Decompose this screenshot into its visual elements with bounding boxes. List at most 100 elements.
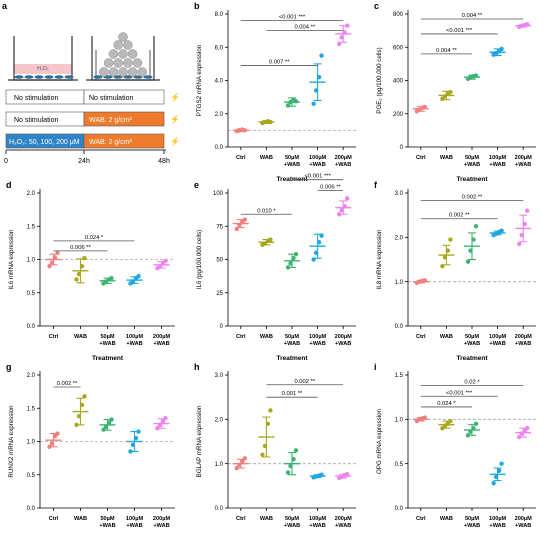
data-point xyxy=(262,241,268,246)
y-tick-label: 400 xyxy=(393,79,404,85)
x-tick-label: 100µM xyxy=(126,516,144,522)
data-point xyxy=(342,204,347,209)
y-tick-label: 800 xyxy=(393,12,404,18)
abrasive-ball xyxy=(132,58,143,68)
data-point xyxy=(525,208,530,213)
panel-letter-i: i xyxy=(374,362,377,372)
data-point xyxy=(316,240,322,245)
x-tick-label: Ctrl xyxy=(236,516,246,522)
data-point xyxy=(442,255,448,260)
data-point xyxy=(473,224,479,229)
x-tick-label: 100µM xyxy=(309,155,327,161)
data-point xyxy=(288,463,293,469)
y-tick-label: 0.0 xyxy=(27,324,36,330)
data-point xyxy=(47,444,52,450)
data-point xyxy=(448,237,453,242)
x-tick-label: Ctrl xyxy=(416,334,426,340)
significance-label: 0.002 ** xyxy=(294,379,315,385)
panel-letter-e: e xyxy=(194,180,199,190)
x-tick-label: 100µM xyxy=(489,155,507,161)
x-tick-label: +WAB xyxy=(515,341,531,347)
y-tick-label: 8.0 xyxy=(215,12,224,18)
data-point xyxy=(339,35,344,40)
cell xyxy=(64,75,74,79)
x-tick-label: +WAB xyxy=(489,162,505,168)
x-tick-label: +WAB xyxy=(126,523,142,529)
significance-label: 0.001 ** xyxy=(282,391,303,397)
data-point xyxy=(319,233,324,238)
panel-g: g 0.0 0.5 1.0 1.5 2.0 RUNX2 mRNA expression Ctr… xyxy=(6,362,175,529)
data-point xyxy=(265,421,271,426)
x-tick-label: +WAB xyxy=(515,162,531,168)
y-tick-label: 1.0 xyxy=(395,418,404,424)
data-point xyxy=(47,263,52,269)
x-tick-label: +WAB xyxy=(309,523,325,529)
harvest-icon: ⚡ xyxy=(170,136,180,146)
y-axis-label: IL6 (pg/100,000 cells) xyxy=(196,230,203,290)
data-point xyxy=(285,470,291,475)
data-point xyxy=(473,73,479,78)
x-axis-label: Treatment xyxy=(92,355,124,362)
x-tick-label: Ctrl xyxy=(416,516,426,522)
data-point xyxy=(517,434,522,440)
x-tick-label: 200µM xyxy=(335,516,353,522)
data-point xyxy=(496,468,502,473)
y-tick-label: 0 xyxy=(400,145,404,151)
y-tick-label: 0.0 xyxy=(395,324,404,330)
data-point xyxy=(106,420,112,426)
data-point xyxy=(268,119,273,125)
y-tick-label: 0.0 xyxy=(215,145,224,151)
x-tick-label: 50µM xyxy=(285,155,299,161)
y-tick-label: 2.0 xyxy=(27,373,36,379)
data-point xyxy=(422,104,427,110)
panel-e: e 0 25 50 75 100 IL6 (pg/100,000 cells) Ctrl WAB… xyxy=(194,174,356,362)
data-point xyxy=(471,426,476,431)
y-tick-label: 0.0 xyxy=(395,506,404,512)
y-tick-label: 100 xyxy=(213,191,224,197)
significance-label: 0.007 ** xyxy=(269,60,290,66)
data-point xyxy=(49,260,55,266)
condition-left-text: H₂O₂: 50, 100, 200 µM xyxy=(9,139,80,146)
significance-label: 0.004 ** xyxy=(294,25,315,31)
x-tick-label: 100µM xyxy=(489,516,507,522)
data-point xyxy=(440,263,445,269)
data-point xyxy=(242,217,247,222)
condition-right-cell xyxy=(83,111,165,127)
panel-letter-g: g xyxy=(6,362,12,372)
condition-right-cell xyxy=(83,133,165,149)
data-point xyxy=(522,221,527,227)
x-tick-label: WAB xyxy=(74,516,87,522)
cell xyxy=(54,75,64,79)
data-point xyxy=(103,424,109,430)
y-axis-label: IL6 mRNA expression xyxy=(8,229,15,289)
y-tick-label: 1.0 xyxy=(27,440,36,446)
significance-label: 0.004 ** xyxy=(462,13,483,19)
data-point xyxy=(163,258,168,264)
x-tick-label: Ctrl xyxy=(236,155,246,161)
x-tick-label: +WAB xyxy=(153,523,169,529)
panel-letter-d: d xyxy=(6,180,12,190)
data-point xyxy=(288,99,293,105)
y-axis-label: RUNX2 mRNA expression xyxy=(8,405,15,478)
y-tick-label: 4.0 xyxy=(215,79,224,85)
data-point xyxy=(285,265,291,270)
y-tick-label: 0.5 xyxy=(27,291,36,297)
data-point xyxy=(293,99,299,104)
panel-letter-a: a xyxy=(2,1,8,11)
x-tick-label: WAB xyxy=(440,334,453,340)
panel-letter-h: h xyxy=(194,362,200,372)
data-point xyxy=(82,255,87,261)
y-tick-label: 3.0 xyxy=(395,191,404,197)
data-point xyxy=(525,22,530,27)
data-point xyxy=(242,456,247,461)
abrasive-ball xyxy=(108,67,119,77)
x-tick-label: +WAB xyxy=(489,341,505,347)
data-point xyxy=(136,429,141,434)
y-tick-label: 75 xyxy=(216,224,223,230)
data-point xyxy=(473,421,479,426)
data-point xyxy=(471,237,476,242)
x-tick-label: 50µM xyxy=(465,334,479,340)
data-point xyxy=(345,23,350,28)
x-tick-label: +WAB xyxy=(153,341,169,347)
data-point xyxy=(240,459,245,464)
